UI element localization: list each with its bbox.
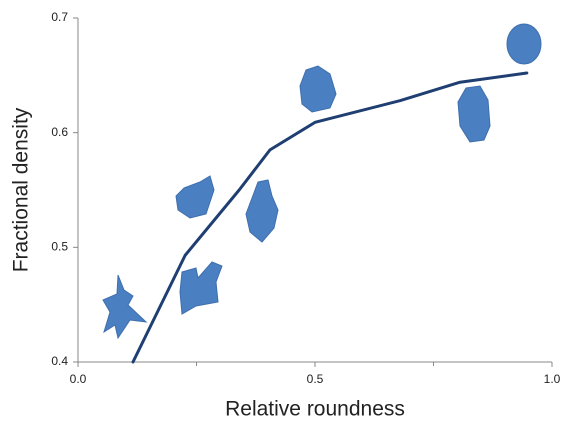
grain	[299, 65, 337, 113]
grain	[179, 261, 223, 315]
x-axis-title: Relative roundness	[225, 398, 405, 421]
grain	[102, 274, 148, 340]
grain	[175, 175, 215, 219]
grain	[457, 85, 491, 143]
y-tick-label: 0.5	[51, 240, 68, 254]
y-tick-label: 0.6	[51, 125, 68, 139]
grain	[245, 179, 279, 243]
grain-illustrations	[102, 23, 542, 340]
data-line	[131, 71, 529, 364]
x-tick-label: 1.0	[544, 372, 561, 386]
y-axis-title: Fractional density	[10, 107, 33, 272]
grain	[506, 23, 542, 65]
x-tick-label: 0.0	[70, 372, 87, 386]
y-tick-label: 0.4	[51, 354, 68, 368]
y-tick-label: 0.7	[51, 10, 68, 24]
x-tick-label: 0.5	[307, 372, 324, 386]
